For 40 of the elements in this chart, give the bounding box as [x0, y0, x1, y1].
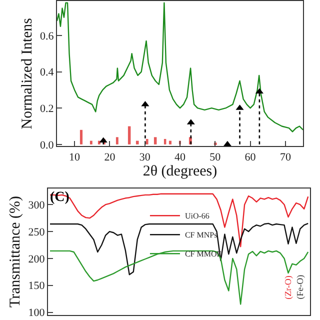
bar — [80, 130, 83, 144]
x-tick-label: 20 — [104, 151, 116, 164]
x-tick-label: 70 — [280, 151, 292, 164]
x-tick-label: 60 — [244, 151, 256, 164]
x-tick-label: 10 — [69, 151, 81, 164]
x-tick-label: 50 — [210, 151, 222, 164]
y-tick-label: 0.2 — [40, 102, 54, 115]
bar — [146, 138, 148, 144]
point — [99, 137, 108, 143]
point — [255, 88, 264, 94]
y-tick-label: 100 — [28, 307, 46, 320]
y-tick-label: 150 — [28, 280, 46, 292]
line-series — [56, 2, 304, 132]
y-tick-label: 0.0 — [40, 139, 54, 152]
x-tick-label: 30 — [139, 151, 151, 164]
x-tick-label: 40 — [174, 151, 186, 164]
annotation: (Fe-O) — [294, 274, 305, 300]
line-series — [49, 222, 309, 276]
y-tick-label: 250 — [28, 226, 46, 238]
bar — [136, 140, 139, 144]
point — [223, 140, 232, 146]
y-tick-label: 0.6 — [40, 30, 54, 42]
bar — [128, 126, 131, 144]
y-axis-title: Normalized Intens — [19, 18, 36, 130]
point — [141, 100, 150, 106]
y-tick-label: 0.4 — [40, 66, 54, 79]
annotation: (Zr-O) — [283, 276, 294, 300]
bar — [90, 140, 92, 144]
legend-label: UiO-66 — [184, 212, 210, 221]
line-series — [49, 193, 309, 248]
bar — [168, 140, 172, 144]
bar — [154, 137, 157, 144]
y-tick-label: 300 — [28, 199, 46, 212]
legend-label: CF MNPs — [184, 230, 218, 240]
line-series — [49, 250, 309, 305]
bar — [116, 137, 118, 144]
y-axis-title: Transmittance (%) — [8, 196, 24, 308]
y-tick-label: 200 — [28, 253, 46, 266]
x-axis-title: 2θ (degrees) — [142, 163, 218, 180]
bar — [164, 138, 166, 144]
